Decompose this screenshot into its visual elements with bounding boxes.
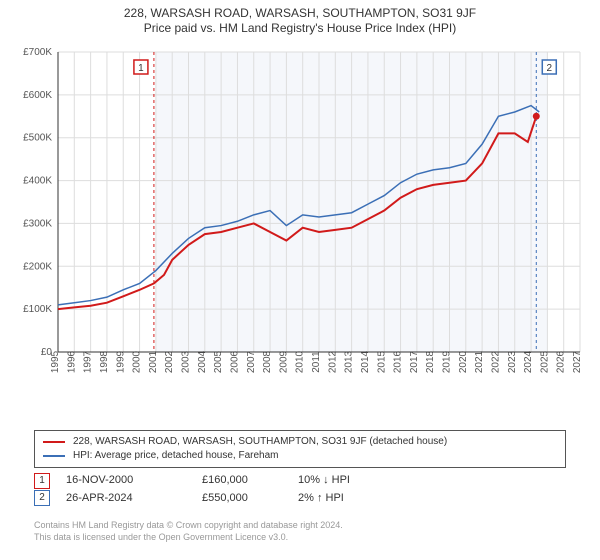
legend-row-hpi: HPI: Average price, detached house, Fare…: [43, 449, 557, 463]
svg-text:2007: 2007: [246, 350, 257, 373]
svg-text:1997: 1997: [83, 350, 94, 373]
license-line-2: This data is licensed under the Open Gov…: [34, 532, 343, 544]
svg-text:1995: 1995: [50, 350, 61, 373]
event-pct-1: 10% ↓ HPI: [298, 472, 358, 490]
svg-text:2017: 2017: [409, 350, 420, 373]
license-line-1: Contains HM Land Registry data © Crown c…: [34, 520, 343, 532]
svg-text:2003: 2003: [181, 350, 192, 373]
event-marker-2: 2: [34, 490, 50, 506]
legend-label-subject: 228, WARSASH ROAD, WARSASH, SOUTHAMPTON,…: [73, 435, 447, 449]
svg-text:2: 2: [547, 63, 553, 74]
legend: 228, WARSASH ROAD, WARSASH, SOUTHAMPTON,…: [34, 430, 566, 468]
svg-text:2012: 2012: [327, 350, 338, 373]
svg-text:2014: 2014: [360, 350, 371, 373]
page-title: 228, WARSASH ROAD, WARSASH, SOUTHAMPTON,…: [0, 6, 600, 20]
svg-text:1996: 1996: [66, 350, 77, 373]
svg-text:2024: 2024: [523, 350, 534, 373]
svg-text:2000: 2000: [132, 350, 143, 373]
svg-text:2018: 2018: [425, 350, 436, 373]
svg-text:2008: 2008: [262, 350, 273, 373]
license-text: Contains HM Land Registry data © Crown c…: [34, 520, 343, 543]
page-subtitle: Price paid vs. HM Land Registry's House …: [0, 21, 600, 35]
legend-label-hpi: HPI: Average price, detached house, Fare…: [73, 449, 279, 463]
svg-text:2002: 2002: [164, 350, 175, 373]
svg-text:2006: 2006: [229, 350, 240, 373]
svg-text:2001: 2001: [148, 350, 159, 373]
legend-row-subject: 228, WARSASH ROAD, WARSASH, SOUTHAMPTON,…: [43, 435, 557, 449]
svg-text:2015: 2015: [376, 350, 387, 373]
svg-text:2011: 2011: [311, 351, 322, 373]
svg-text:£200K: £200K: [23, 261, 52, 272]
svg-text:1: 1: [138, 63, 144, 74]
page: 228, WARSASH ROAD, WARSASH, SOUTHAMPTON,…: [0, 0, 600, 560]
legend-swatch-subject: [43, 441, 65, 443]
svg-text:£500K: £500K: [23, 133, 52, 144]
svg-text:£700K: £700K: [23, 47, 52, 58]
titles: 228, WARSASH ROAD, WARSASH, SOUTHAMPTON,…: [0, 0, 600, 35]
event-date-1: 16-NOV-2000: [66, 472, 186, 490]
event-price-2: £550,000: [202, 490, 282, 508]
chart: £0£100K£200K£300K£400K£500K£600K£700K199…: [10, 46, 590, 396]
svg-text:2009: 2009: [278, 350, 289, 373]
svg-text:£100K: £100K: [23, 304, 52, 315]
svg-text:2022: 2022: [490, 350, 501, 373]
svg-text:1998: 1998: [99, 350, 110, 373]
svg-text:£400K: £400K: [23, 176, 52, 187]
legend-swatch-hpi: [43, 455, 65, 457]
event-row-2: 2 26-APR-2024 £550,000 2% ↑ HPI: [34, 490, 358, 508]
svg-text:2005: 2005: [213, 350, 224, 373]
svg-text:2013: 2013: [344, 350, 355, 373]
svg-text:£300K: £300K: [23, 218, 52, 229]
event-pct-2: 2% ↑ HPI: [298, 490, 358, 508]
svg-text:2010: 2010: [295, 350, 306, 373]
event-row-1: 1 16-NOV-2000 £160,000 10% ↓ HPI: [34, 472, 358, 490]
svg-text:2025: 2025: [539, 350, 550, 373]
events-table: 1 16-NOV-2000 £160,000 10% ↓ HPI 2 26-AP…: [34, 472, 358, 507]
svg-text:2026: 2026: [556, 350, 567, 373]
event-marker-1: 1: [34, 473, 50, 489]
svg-text:1999: 1999: [115, 350, 126, 373]
svg-text:2021: 2021: [474, 350, 485, 373]
svg-text:2023: 2023: [507, 350, 518, 373]
chart-svg: £0£100K£200K£300K£400K£500K£600K£700K199…: [10, 46, 590, 396]
svg-text:2004: 2004: [197, 350, 208, 373]
svg-text:2016: 2016: [393, 350, 404, 373]
svg-text:£600K: £600K: [23, 90, 52, 101]
event-price-1: £160,000: [202, 472, 282, 490]
svg-text:2020: 2020: [458, 350, 469, 373]
event-date-2: 26-APR-2024: [66, 490, 186, 508]
svg-text:2019: 2019: [442, 350, 453, 373]
svg-text:2027: 2027: [572, 350, 583, 373]
